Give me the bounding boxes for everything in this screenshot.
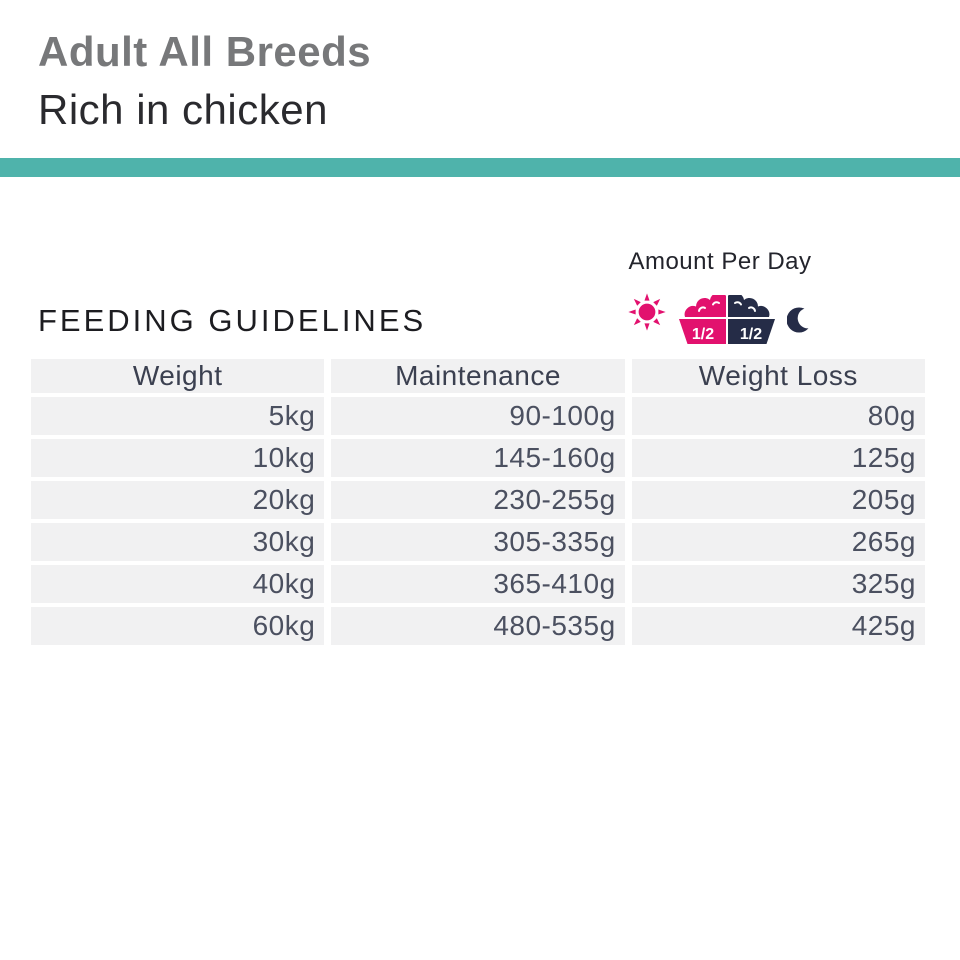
table-cell-maintenance: 145-160g	[331, 439, 625, 477]
accent-bar	[0, 158, 960, 177]
moon-icon	[787, 307, 813, 333]
bowl-half-evening	[728, 319, 775, 344]
table-cell-weight: 5kg	[31, 397, 325, 435]
feeding-time-icons: 1/2 1/2	[560, 291, 880, 345]
table-cell-maintenance: 90-100g	[331, 397, 625, 435]
kibble-mound-icon	[684, 295, 770, 317]
table-cell-weight: 40kg	[31, 565, 325, 603]
column-header-weight-loss: Weight Loss	[631, 359, 925, 393]
bowl-fraction-evening: 1/2	[740, 326, 762, 343]
bowl-fraction-morning: 1/2	[692, 326, 714, 343]
amount-per-day-label: Amount Per Day	[628, 248, 812, 275]
table-cell-maintenance: 230-255g	[331, 481, 625, 519]
feeding-table: Weight Maintenance Weight Loss 5kg 90-10…	[31, 359, 925, 645]
table-cell-weight-loss: 125g	[631, 439, 925, 477]
table-cell-weight: 30kg	[31, 523, 325, 561]
table-cell-weight-loss: 265g	[631, 523, 925, 561]
column-header-maintenance: Maintenance	[331, 359, 625, 393]
table-cell-weight-loss: 205g	[631, 481, 925, 519]
table-cell-weight: 20kg	[31, 481, 325, 519]
table-cell-maintenance: 305-335g	[331, 523, 625, 561]
table-cell-weight-loss: 325g	[631, 565, 925, 603]
food-bowl-icon: 1/2 1/2	[679, 295, 775, 344]
kibble-marks	[698, 301, 756, 312]
column-header-weight: Weight	[31, 359, 325, 393]
sun-icon	[628, 293, 666, 331]
bowl-half-morning	[679, 319, 726, 344]
table-cell-weight-loss: 425g	[631, 607, 925, 645]
table-cell-weight: 10kg	[31, 439, 325, 477]
table-cell-maintenance: 480-535g	[331, 607, 625, 645]
table-cell-weight-loss: 80g	[631, 397, 925, 435]
page-title: Adult All Breeds	[38, 28, 372, 75]
table-cell-maintenance: 365-410g	[331, 565, 625, 603]
page-subtitle: Rich in chicken	[38, 86, 328, 133]
table-cell-weight: 60kg	[31, 607, 325, 645]
feeding-guidelines-heading: FEEDING GUIDELINES	[38, 303, 427, 338]
